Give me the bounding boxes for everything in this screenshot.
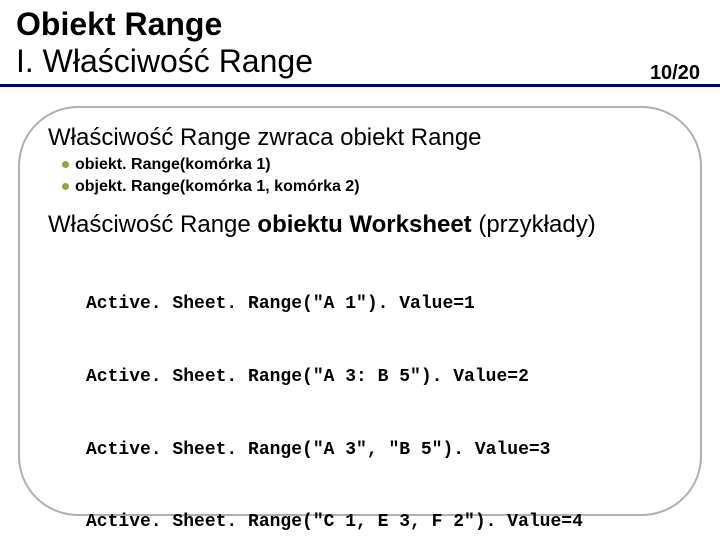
- section2-heading-suffix: (przykłady): [472, 211, 596, 238]
- code-line: Active. Sheet. Range("A 3", "B 5"). Valu…: [86, 438, 672, 462]
- bullet-dot-icon: [62, 183, 69, 190]
- bullet-item: obiekt. Range(komórka 1): [62, 154, 672, 176]
- bullet-text: objekt. Range(komórka 1, komórka 2): [75, 176, 360, 198]
- section1-heading: Właściwość Range zwraca obiekt Range: [48, 124, 672, 152]
- title-line-2: I. Właściwość Range: [16, 43, 704, 80]
- slide: Obiekt Range I. Właściwość Range 10/20 W…: [0, 0, 720, 540]
- section2-heading: Właściwość Range obiektu Worksheet (przy…: [48, 211, 672, 239]
- section1-heading-suffix: zwraca obiekt Range: [257, 124, 481, 151]
- title-line-1: Obiekt Range: [16, 6, 704, 43]
- section1-heading-prefix: Właściwość Range: [48, 124, 257, 151]
- bullet-item: objekt. Range(komórka 1, komórka 2): [62, 176, 672, 198]
- bullet-text: obiekt. Range(komórka 1): [75, 154, 271, 176]
- section1-bullets: obiekt. Range(komórka 1) objekt. Range(k…: [62, 154, 672, 197]
- section2-code: Active. Sheet. Range("A 1"). Value=1 Act…: [86, 243, 672, 540]
- code-line: Active. Sheet. Range("A 1"). Value=1: [86, 292, 672, 316]
- content-bubble: Właściwość Range zwraca obiekt Range obi…: [18, 106, 702, 516]
- bullet-dot-icon: [62, 161, 69, 168]
- page-number: 10/20: [650, 62, 700, 85]
- code-line: Active. Sheet. Range("C 1, E 3, F 2"). V…: [86, 510, 672, 534]
- code-line: Active. Sheet. Range("A 3: B 5"). Value=…: [86, 365, 672, 389]
- section2-heading-prefix: Właściwość Range: [48, 211, 257, 238]
- section2-heading-bold: obiektu Worksheet: [257, 211, 471, 238]
- title-block: Obiekt Range I. Właściwość Range: [0, 0, 720, 87]
